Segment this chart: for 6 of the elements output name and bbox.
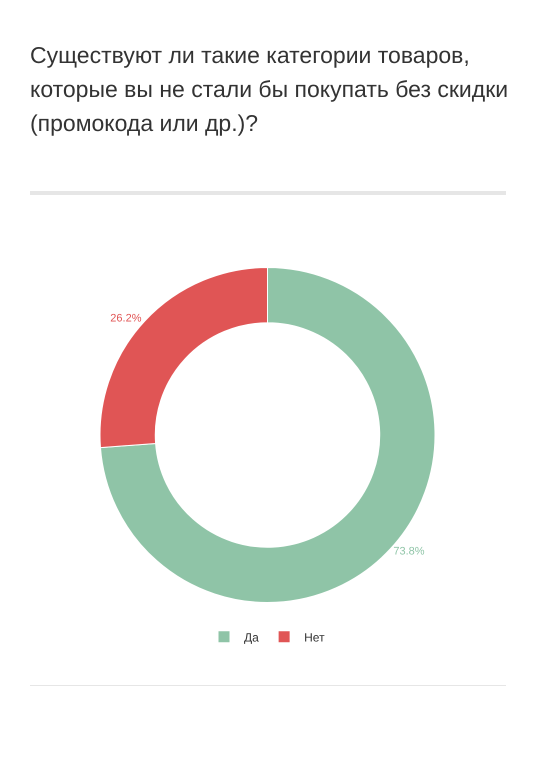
- chart-title: Существуют ли такие категории товаров, которые вы не стали бы покупать без скидки (промокода или др.)?: [30, 41, 510, 138]
- donut-slice: [100, 267, 436, 603]
- data-label: 26.2%: [110, 312, 142, 324]
- legend-label: Нет: [304, 630, 326, 644]
- data-label: 73.8%: [393, 546, 425, 558]
- legend-label: Да: [244, 630, 260, 644]
